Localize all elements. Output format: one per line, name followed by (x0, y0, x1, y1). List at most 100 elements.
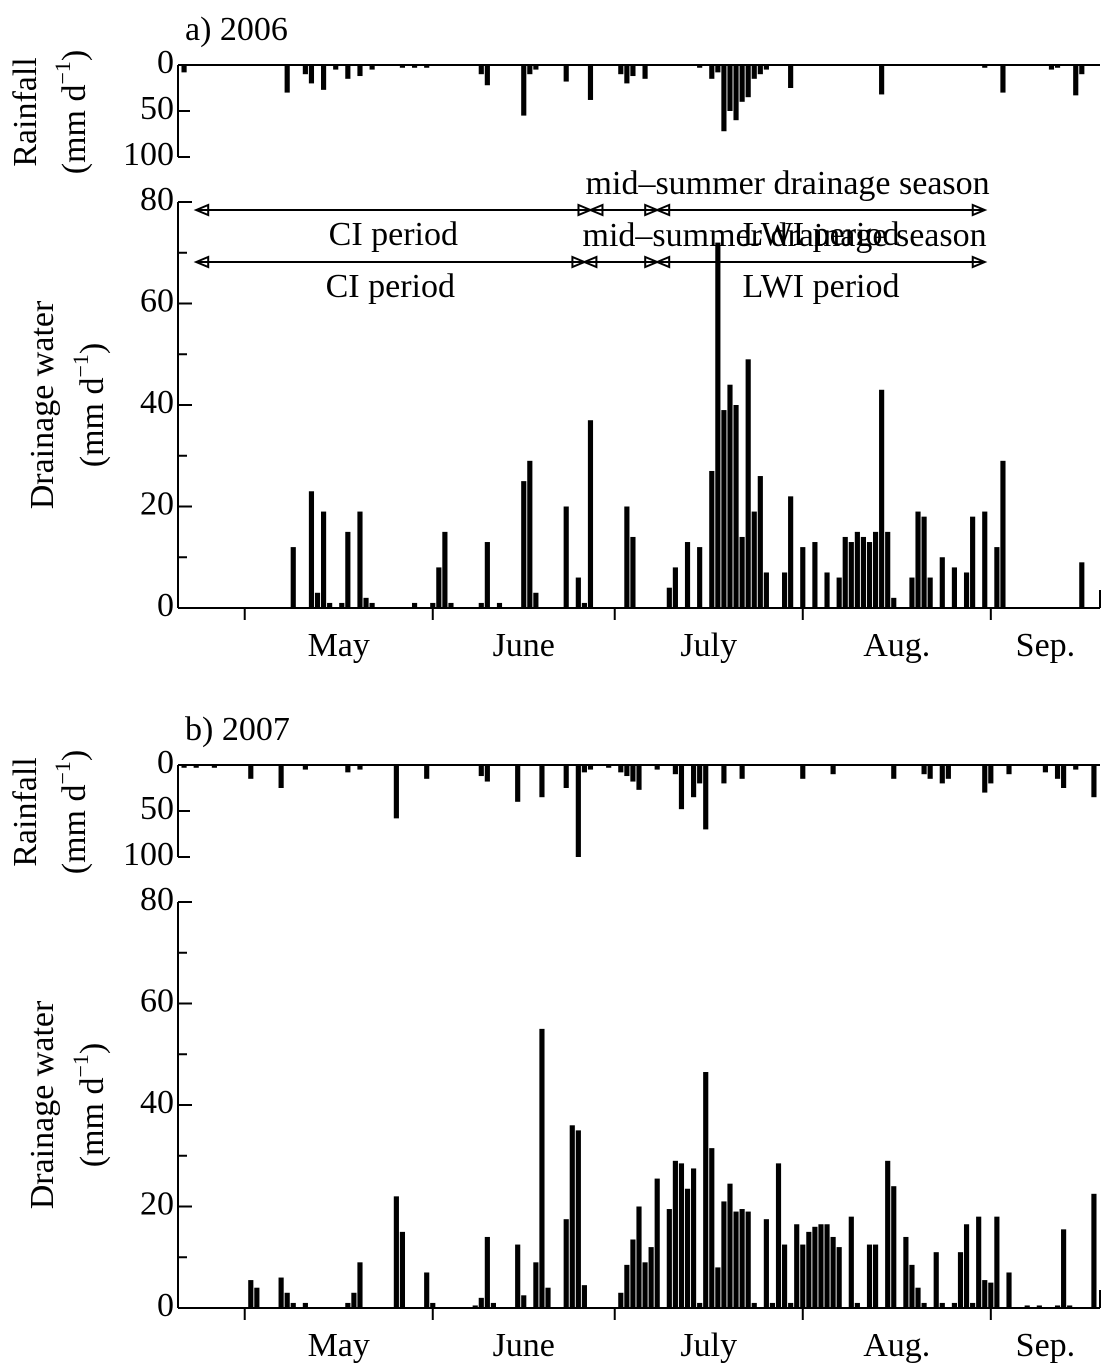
y-tick-label: 60 (140, 282, 174, 319)
rain-bar (1091, 765, 1097, 798)
rain-bar (357, 765, 363, 770)
drainage-bar (957, 1252, 964, 1308)
rain-bar (1048, 65, 1055, 70)
unit-text: ) (74, 343, 111, 354)
drainage-bar (824, 572, 830, 608)
rain-bar (879, 65, 885, 95)
rain-bar (521, 65, 527, 116)
drainage-bar (563, 1219, 569, 1308)
drainage-bar (921, 516, 927, 608)
x-tick-label: Aug. (863, 1327, 930, 1364)
drainage-bar (794, 1224, 800, 1308)
drainage-bar (970, 516, 976, 608)
rain-bar (181, 765, 187, 768)
y-tick-label: 40 (140, 384, 174, 421)
arrow-head (587, 203, 604, 217)
drainage-bar (739, 536, 745, 608)
rain-bar (1054, 65, 1061, 68)
rain-bar (515, 765, 521, 802)
drainage-bar (636, 1206, 642, 1308)
drainage-bar (860, 536, 867, 608)
rain-bar (484, 765, 490, 782)
rain-bar (800, 765, 806, 779)
rain-bar (672, 765, 678, 775)
drainage-bar (891, 597, 897, 608)
drainage-bar (812, 1226, 818, 1308)
drainage-bar (903, 1236, 909, 1308)
drainage-bar (478, 602, 484, 608)
drainage-bar (533, 1262, 539, 1308)
drainage-bar (1024, 1305, 1030, 1308)
rain-bar (278, 765, 284, 788)
drainage-bar (782, 572, 788, 608)
rain-bar (788, 65, 794, 88)
rain-bar (721, 65, 727, 132)
drainage-bar (484, 542, 490, 608)
drainage-bar (866, 542, 873, 608)
arrow-head (571, 255, 588, 269)
unit-text: ) (74, 1043, 111, 1054)
drainage-bar (697, 1302, 703, 1308)
rain-bar (393, 765, 399, 819)
drainage-bar (976, 1216, 982, 1308)
drainage-bar (963, 1224, 970, 1308)
drainage-bar (545, 1287, 551, 1308)
drainage-bar (982, 511, 988, 608)
rain-bar (563, 65, 569, 82)
drainage-bar (345, 1302, 351, 1308)
rain-bar (181, 65, 187, 73)
arrow-head (971, 255, 988, 269)
rain-bar (581, 765, 587, 773)
drainage-bar (308, 491, 315, 608)
drainage-bar (1000, 460, 1006, 608)
drainage-bar (885, 1160, 891, 1308)
rain-bar (399, 65, 406, 68)
unit-exponent: −1 (50, 761, 75, 784)
drainage-bar (569, 1125, 575, 1308)
drainage-bar (345, 531, 351, 608)
rain-bar (533, 65, 539, 70)
drainage-bar (684, 542, 691, 608)
drainage-bar (788, 496, 794, 608)
drainage-bar (915, 1287, 921, 1308)
drainage-bar (709, 470, 715, 608)
drainage-bar (630, 1239, 636, 1308)
drainage-bar (951, 567, 957, 608)
period-label: mid–summer drainage season (586, 165, 990, 202)
unit-text: ) (56, 750, 93, 761)
drainage-bar (751, 1302, 757, 1308)
rain-bar (563, 765, 569, 788)
drainage-bar (836, 1247, 842, 1308)
drainage-bar (666, 587, 672, 608)
rain-bar (830, 765, 836, 775)
drainage-bar (684, 1188, 691, 1308)
unit-exponent: −1 (68, 1054, 93, 1077)
y2-tick-label: 100 (123, 136, 174, 173)
drainage-bar (994, 1216, 1000, 1308)
drainage-bar (630, 536, 636, 608)
rain-bar (891, 765, 897, 779)
drainage-bar (763, 1219, 769, 1308)
rain-bar (606, 765, 612, 768)
rain-bar (678, 765, 685, 810)
period-label: LWI period (742, 216, 899, 253)
drainage-bar (842, 536, 848, 608)
y-tick-label: 60 (140, 982, 174, 1019)
drainage-bar (302, 1302, 308, 1308)
arrow-head (581, 255, 598, 269)
drainage-bar (872, 1244, 879, 1308)
drainage-bar (745, 359, 751, 608)
arrow-head (577, 203, 594, 217)
drainage-bar (909, 1264, 915, 1308)
y-tick-label: 80 (140, 181, 174, 218)
drainage-bar (982, 1280, 988, 1308)
rain-bar (982, 765, 988, 793)
rain-bar (302, 765, 308, 770)
drainage-bar (848, 1216, 854, 1308)
rain-bar (357, 65, 363, 77)
rain-bar (939, 765, 945, 784)
panel-title: b) 2007 (185, 711, 290, 748)
drainage-bar (618, 1292, 624, 1308)
drainage-bar (254, 1287, 260, 1308)
